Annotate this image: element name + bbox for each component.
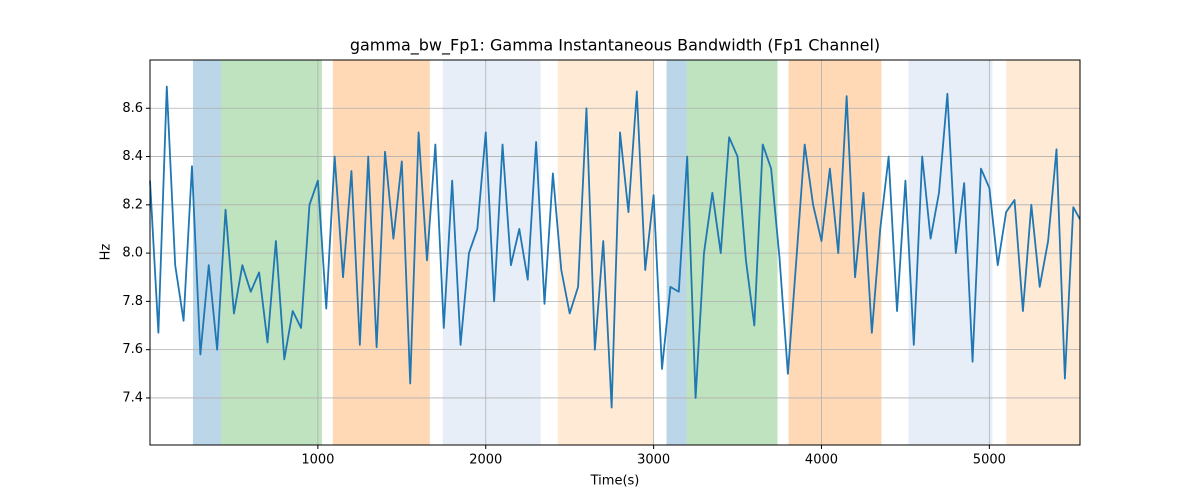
shaded-region [908, 60, 993, 445]
y-axis-label: Hz [99, 244, 114, 261]
chart-title: gamma_bw_Fp1: Gamma Instantaneous Bandwi… [350, 36, 880, 56]
shaded-region [221, 60, 322, 445]
shaded-region [666, 60, 687, 445]
shaded-region [192, 60, 222, 445]
y-tick-label: 7.4 [122, 390, 143, 405]
shaded-region [788, 60, 882, 445]
x-tick-label: 5000 [973, 453, 1006, 468]
y-tick-label: 7.6 [122, 342, 143, 357]
x-tick-label: 4000 [805, 453, 838, 468]
x-tick-label: 1000 [301, 453, 334, 468]
data-line [149, 85, 1081, 409]
shaded-region [557, 60, 654, 445]
shaded-region [1006, 60, 1080, 445]
x-tick-label: 3000 [637, 453, 670, 468]
y-tick-label: 8.6 [122, 101, 143, 116]
shaded-region [686, 60, 778, 445]
y-tick-label: 8.4 [122, 149, 143, 164]
y-tick-label: 7.8 [122, 294, 143, 309]
y-tick-label: 8.2 [122, 197, 143, 212]
x-axis-label: Time(s) [590, 474, 640, 489]
y-tick-label: 8.0 [122, 246, 143, 261]
plot-frame [149, 59, 1081, 446]
x-tick-label: 2000 [469, 453, 502, 468]
